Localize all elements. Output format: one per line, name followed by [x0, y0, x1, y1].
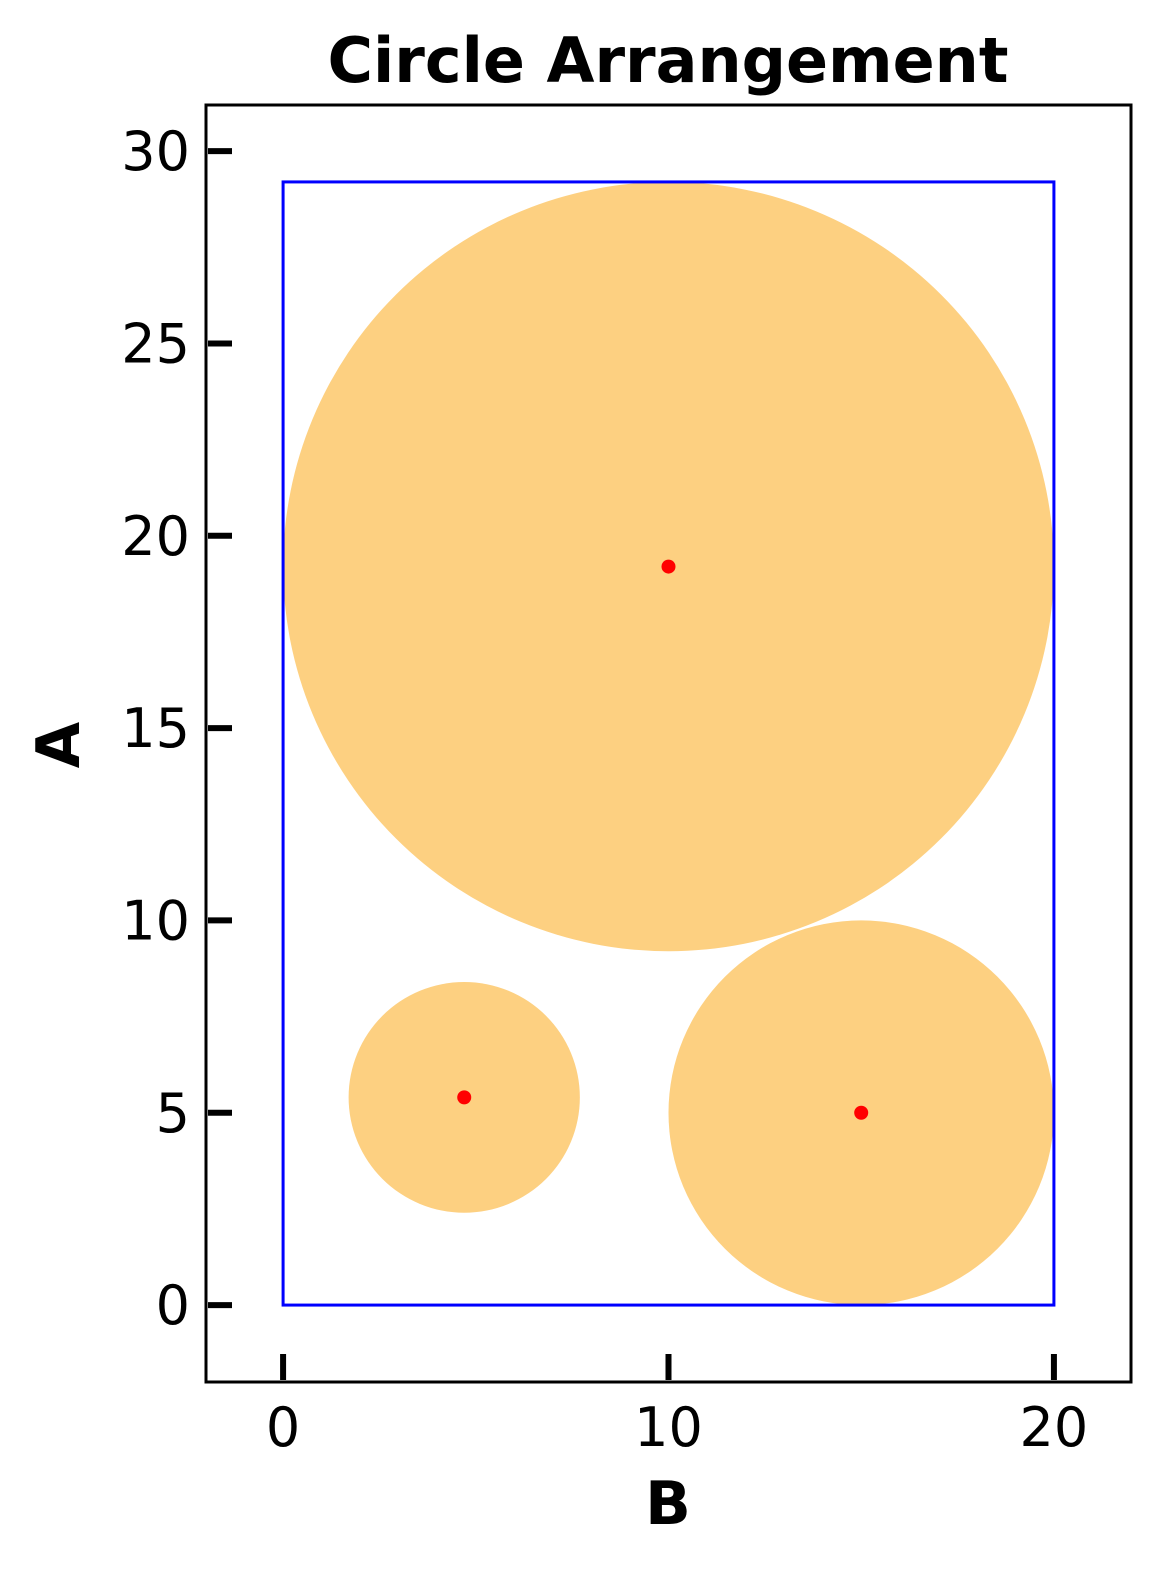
- y-tick-label: 20: [121, 505, 190, 568]
- x-tick-label: 0: [266, 1396, 300, 1459]
- circle-center-point-1: [661, 559, 676, 574]
- y-tick-label: 30: [121, 120, 190, 183]
- y-axis-label: A: [24, 721, 94, 768]
- circle-center-point-2: [457, 1090, 472, 1105]
- x-tick-label: 10: [634, 1396, 703, 1459]
- x-axis: 0 10 20: [266, 1354, 1088, 1459]
- y-axis: 0 5 10 15 20 25 30: [121, 120, 232, 1337]
- centers-layer: [457, 559, 869, 1120]
- x-axis-label: B: [645, 1469, 691, 1539]
- chart-title: Circle Arrangement: [328, 24, 1009, 97]
- x-tick-label: 20: [1020, 1396, 1089, 1459]
- y-tick-label: 10: [121, 889, 190, 952]
- y-tick-label: 25: [121, 312, 190, 375]
- y-tick-label: 15: [121, 697, 190, 760]
- circles-layer: [283, 181, 1054, 1306]
- plot-frame: [204, 103, 1133, 1384]
- container-rectangle: [281, 180, 1056, 1307]
- container-layer: [281, 180, 1056, 1307]
- circle-center-point-3: [854, 1105, 869, 1120]
- y-tick-label: 0: [156, 1274, 190, 1337]
- y-tick-label: 5: [156, 1082, 190, 1145]
